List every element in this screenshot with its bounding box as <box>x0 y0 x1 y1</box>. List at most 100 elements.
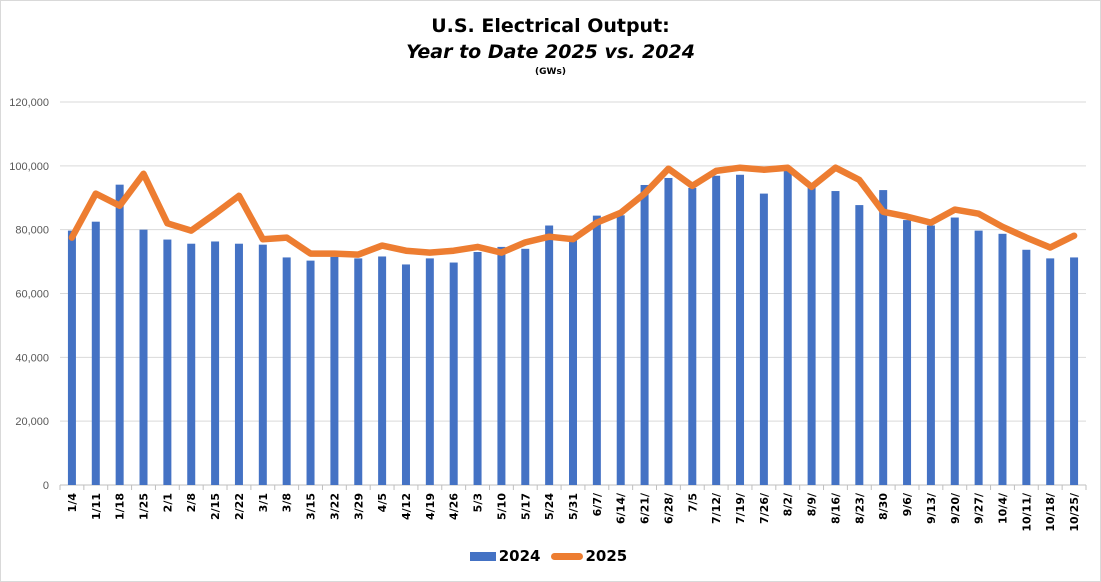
x-tick-label: 5/24 <box>543 493 556 520</box>
x-tick-label: 3/8 <box>281 493 294 512</box>
legend-swatch-2025 <box>550 552 583 560</box>
bar-2024[interactable] <box>855 205 864 486</box>
x-tick-label: 3/22 <box>328 493 341 520</box>
y-tick-label: 60,000 <box>15 289 49 301</box>
bar-2024[interactable] <box>211 241 220 485</box>
bar-2024[interactable] <box>950 217 959 485</box>
legend-label-2024: 2024 <box>498 547 541 565</box>
legend-swatch-2024 <box>469 551 496 561</box>
bar-2024[interactable] <box>926 225 935 485</box>
x-tick-label: 6/14/ <box>615 492 628 524</box>
x-tick-label: 9/13/ <box>925 492 938 524</box>
x-tick-label: 8/23/ <box>853 492 866 524</box>
bar-2024[interactable] <box>974 230 983 485</box>
x-tick-label: 2/15 <box>209 493 222 520</box>
x-axis-ticks: 1/4 1/11 1/18 1/25 2/1 2/8 2/15 2/22 3/1 3/8 3/15 3… <box>66 492 1081 532</box>
x-tick-label: 1/11 <box>90 493 103 520</box>
bar-2024[interactable] <box>330 256 339 485</box>
line-2025 <box>68 164 1078 258</box>
bar-2024[interactable] <box>592 215 601 485</box>
x-tick-label: 4/5 <box>376 493 389 512</box>
legend-label-2025: 2025 <box>585 547 628 565</box>
bar-2024[interactable] <box>258 244 267 485</box>
y-tick-label: 20,000 <box>15 416 49 428</box>
x-tick-label: 8/2/ <box>782 492 795 516</box>
x-tick-label: 10/18/ <box>1044 492 1057 532</box>
x-tick-label: 1/25 <box>138 493 151 520</box>
bar-2024[interactable] <box>378 256 387 485</box>
bar-2024[interactable] <box>807 183 816 485</box>
line-2025-path[interactable] <box>68 164 1078 258</box>
bar-2024[interactable] <box>1070 257 1079 485</box>
bar-2024[interactable] <box>903 220 912 485</box>
bar-2024[interactable] <box>234 243 243 485</box>
bar-2024[interactable] <box>401 264 410 485</box>
x-tick-label: 9/6/ <box>901 492 914 516</box>
x-tick-label: 5/17 <box>519 493 532 520</box>
bar-2024[interactable] <box>115 184 124 485</box>
legend: 2024 2025 <box>1 547 1100 565</box>
x-tick-label: 10/4/ <box>996 492 1009 524</box>
x-tick-label: 8/30 <box>877 493 890 520</box>
bar-2024[interactable] <box>759 193 768 485</box>
y-tick-label: 80,000 <box>15 225 49 237</box>
bar-2024[interactable] <box>1046 258 1055 485</box>
x-tick-label: 6/7/ <box>591 492 604 516</box>
bar-2024[interactable] <box>998 233 1007 485</box>
bar-2024[interactable] <box>354 258 363 485</box>
legend-item-2025[interactable]: 2025 <box>550 547 628 565</box>
bar-2024[interactable] <box>497 246 506 485</box>
bar-2024[interactable] <box>473 252 482 485</box>
x-tick-label: 7/5 <box>686 493 699 512</box>
x-tick-label: 10/25/ <box>1068 492 1081 532</box>
bars-2024 <box>67 170 1079 486</box>
y-tick-label: 40,000 <box>15 352 49 364</box>
x-tick-label: 7/26/ <box>758 492 771 524</box>
x-tick-label: 3/1 <box>257 493 270 512</box>
bar-2024[interactable] <box>163 239 172 485</box>
x-tick-label: 2/1 <box>161 493 174 512</box>
bar-2024[interactable] <box>783 170 792 485</box>
bar-2024[interactable] <box>1022 249 1031 485</box>
bar-2024[interactable] <box>545 225 554 485</box>
bar-2024[interactable] <box>521 248 530 485</box>
x-tick-label: 7/19/ <box>734 492 747 524</box>
x-tick-label: 1/18 <box>114 493 127 520</box>
bar-2024[interactable] <box>449 262 458 485</box>
chart-subtitle: Year to Date 2025 vs. 2024 <box>406 41 695 63</box>
x-tick-label: 6/21/ <box>639 492 652 524</box>
bar-2024[interactable] <box>187 243 196 485</box>
bar-2024[interactable] <box>67 230 76 485</box>
chart-title: U.S. Electrical Output: <box>431 15 670 37</box>
bar-2024[interactable] <box>282 257 291 485</box>
x-tick-label: 6/28/ <box>662 492 675 524</box>
y-axis-ticks: 0 20,000 40,000 60,000 80,000 100,000 120,000 <box>9 97 49 492</box>
bar-2024[interactable] <box>879 190 888 485</box>
x-tick-label: 5/3 <box>472 493 485 512</box>
bar-2024[interactable] <box>425 258 434 485</box>
bar-2024[interactable] <box>831 191 840 486</box>
x-tick-label: 4/26 <box>448 493 461 520</box>
bar-2024[interactable] <box>736 174 745 485</box>
x-tick-label: 7/12/ <box>710 492 723 524</box>
bar-2024[interactable] <box>306 260 315 485</box>
x-tick-label: 1/4 <box>66 493 79 513</box>
x-axis <box>59 484 1087 490</box>
x-tick-label: 4/19 <box>424 493 437 520</box>
legend-item-2024[interactable]: 2024 <box>469 547 541 565</box>
bar-2024[interactable] <box>616 215 625 485</box>
bar-2024[interactable] <box>91 221 100 485</box>
x-tick-label: 4/12 <box>400 493 413 520</box>
x-tick-label: 3/29 <box>352 493 365 520</box>
x-tick-label: 2/22 <box>233 493 246 520</box>
bar-2024[interactable] <box>139 229 148 485</box>
x-tick-label: 9/20/ <box>949 492 962 524</box>
chart-title-block: U.S. Electrical Output: Year to Date 202… <box>1 13 1100 79</box>
bar-2024[interactable] <box>569 235 577 485</box>
x-tick-label: 5/31 <box>567 493 580 520</box>
y-tick-label: 100,000 <box>9 161 49 173</box>
bar-2024[interactable] <box>712 175 721 486</box>
bar-2024[interactable] <box>664 177 673 485</box>
bar-2024[interactable] <box>640 184 649 485</box>
bar-2024[interactable] <box>688 187 697 485</box>
